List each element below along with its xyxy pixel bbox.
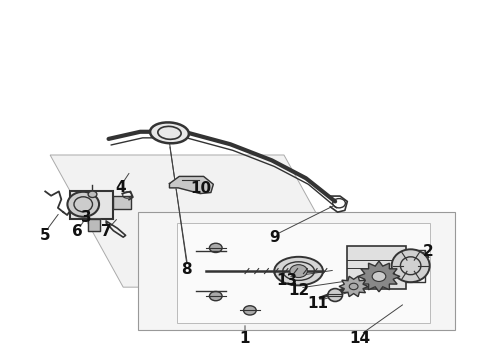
Polygon shape <box>138 212 455 330</box>
Text: 4: 4 <box>116 180 126 195</box>
Polygon shape <box>347 246 406 289</box>
Text: 10: 10 <box>191 181 212 197</box>
Polygon shape <box>358 261 400 292</box>
Text: 2: 2 <box>422 244 433 259</box>
Text: 8: 8 <box>181 262 192 277</box>
Text: 9: 9 <box>269 230 280 245</box>
Ellipse shape <box>328 289 343 301</box>
Polygon shape <box>70 191 114 219</box>
Polygon shape <box>114 196 130 209</box>
Polygon shape <box>170 176 213 194</box>
Ellipse shape <box>150 122 189 143</box>
Polygon shape <box>88 219 100 231</box>
Text: 3: 3 <box>81 210 92 225</box>
Ellipse shape <box>392 249 430 282</box>
Ellipse shape <box>274 257 323 285</box>
Text: 1: 1 <box>240 332 250 346</box>
Text: 14: 14 <box>349 332 370 346</box>
Circle shape <box>209 292 222 301</box>
Circle shape <box>209 243 222 252</box>
Text: 6: 6 <box>72 224 82 239</box>
Ellipse shape <box>68 192 99 217</box>
Circle shape <box>88 191 97 198</box>
Circle shape <box>244 306 256 315</box>
Text: 5: 5 <box>40 228 50 243</box>
Circle shape <box>290 265 307 278</box>
Polygon shape <box>339 276 368 297</box>
Polygon shape <box>50 155 357 287</box>
Polygon shape <box>177 223 430 323</box>
Text: 12: 12 <box>288 283 309 298</box>
Text: 11: 11 <box>308 296 329 311</box>
Text: 13: 13 <box>276 273 297 288</box>
Circle shape <box>417 261 429 270</box>
Text: 7: 7 <box>101 224 111 239</box>
Circle shape <box>372 271 386 282</box>
